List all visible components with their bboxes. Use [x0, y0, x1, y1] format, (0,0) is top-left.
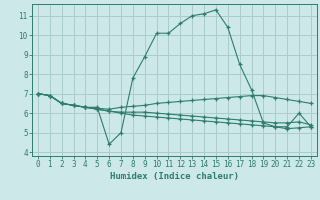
- X-axis label: Humidex (Indice chaleur): Humidex (Indice chaleur): [110, 172, 239, 181]
